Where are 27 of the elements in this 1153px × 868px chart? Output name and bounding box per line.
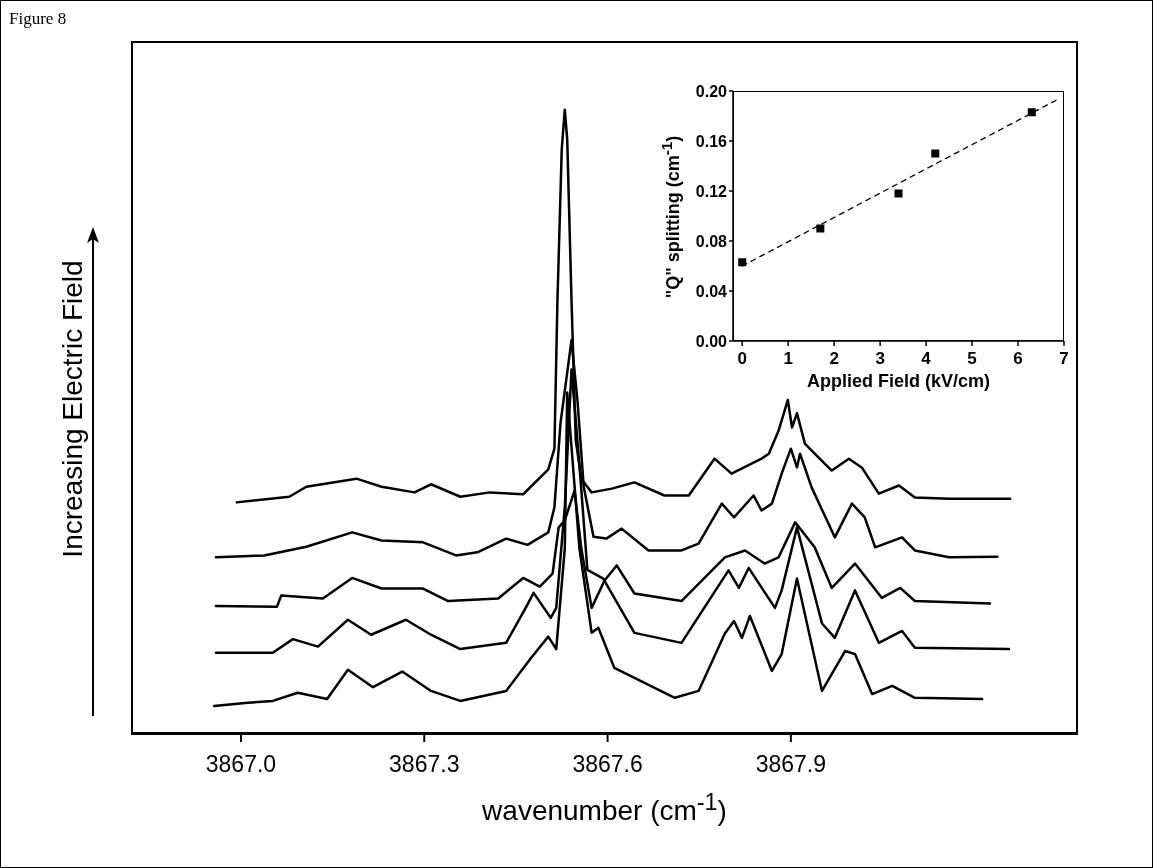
point <box>1027 108 1036 117</box>
x-tick-label: 3867.3 <box>389 751 460 778</box>
point <box>738 258 747 267</box>
y-tick-label: 0.12 <box>695 182 728 200</box>
point <box>894 189 903 198</box>
x-tick-label: 7 <box>1059 349 1069 369</box>
x-tick-label: 0 <box>737 349 747 369</box>
x-axis-title: Applied Field (kV/cm) <box>806 371 991 392</box>
x-tick-label: 3867.0 <box>205 751 277 778</box>
y-tick-label: 0.00 <box>695 332 728 350</box>
x-tick-label: 1 <box>783 349 793 369</box>
y-tick-label: 0.08 <box>695 232 728 250</box>
point <box>816 224 825 233</box>
point <box>931 149 940 158</box>
x-tick-label: 4 <box>921 349 932 369</box>
x-tick-label: 2 <box>829 349 839 369</box>
x-tick-label: 5 <box>967 349 977 369</box>
chart-title: Figure 8 <box>9 9 67 29</box>
x-axis-title: wavenumber (cm$^{-1}$) <box>481 789 728 828</box>
x-tick-label: 3867.9 <box>755 751 827 778</box>
x-tick-label: 3 <box>875 349 885 369</box>
y-tick-label: 0.20 <box>695 82 728 100</box>
y-axis-title: Increasing Electric Field <box>57 259 89 560</box>
y-tick-label: 0.16 <box>695 132 728 150</box>
y-tick-label: 0.04 <box>695 282 728 300</box>
x-tick-label: 6 <box>1013 349 1023 369</box>
x-tick-label: 3867.6 <box>572 751 643 778</box>
